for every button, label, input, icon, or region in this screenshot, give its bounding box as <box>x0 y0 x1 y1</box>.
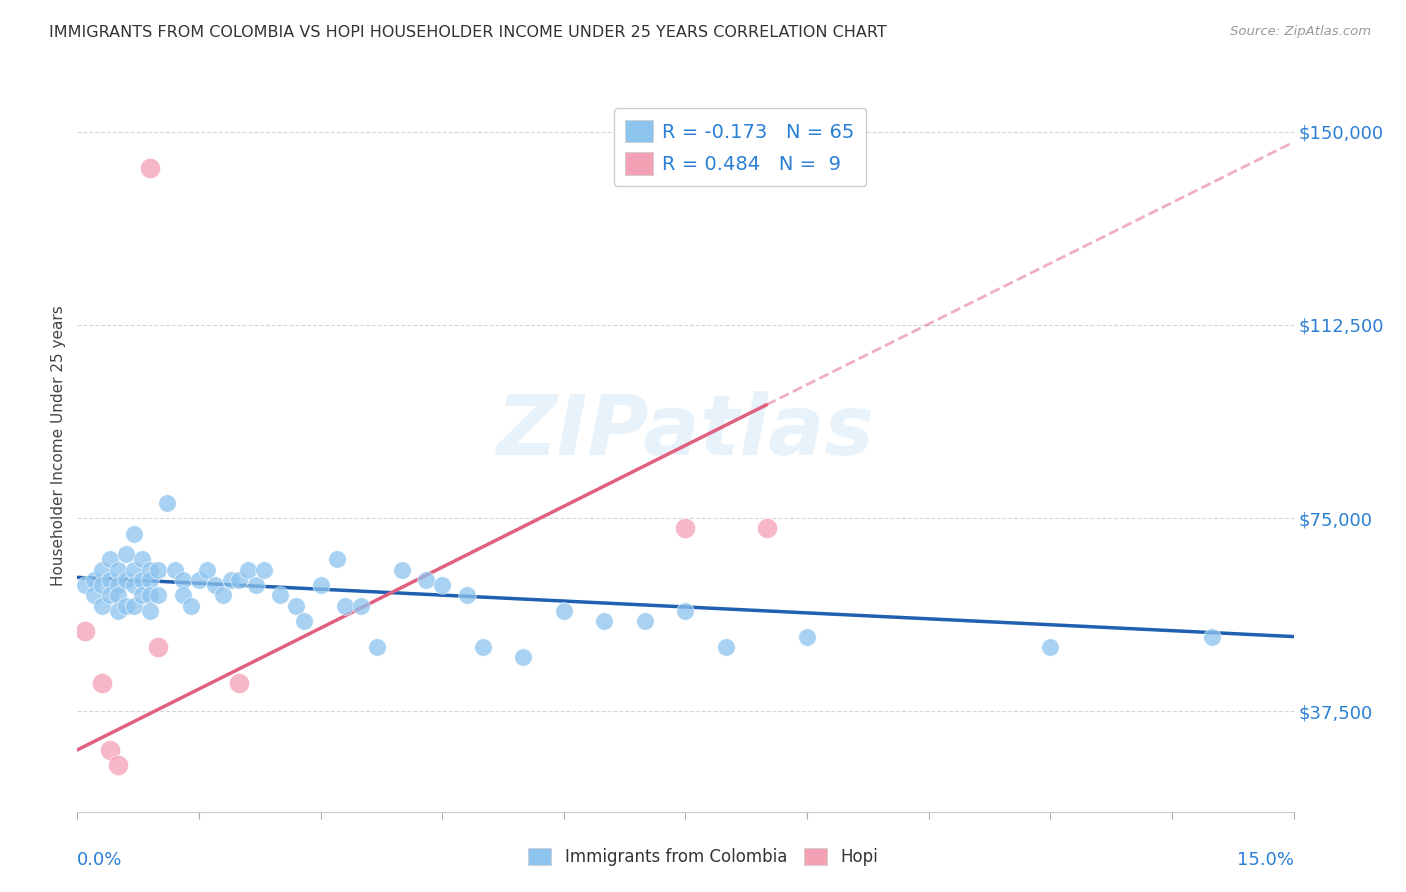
Point <box>122 578 145 592</box>
Point <box>107 563 129 577</box>
Point <box>139 563 162 577</box>
Text: Source: ZipAtlas.com: Source: ZipAtlas.com <box>1230 25 1371 38</box>
Point <box>131 588 153 602</box>
Point <box>163 563 186 577</box>
Point <box>415 573 437 587</box>
Point <box>228 676 250 690</box>
Point <box>253 563 276 577</box>
Point <box>139 604 162 618</box>
Point <box>115 573 138 587</box>
Point <box>83 588 105 602</box>
Point <box>172 573 194 587</box>
Point <box>139 573 162 587</box>
Point <box>212 588 235 602</box>
Point <box>98 588 121 602</box>
Point <box>90 578 112 592</box>
Legend: Immigrants from Colombia, Hopi: Immigrants from Colombia, Hopi <box>522 841 884 873</box>
Point <box>755 521 778 535</box>
Point <box>326 552 349 566</box>
Point <box>675 521 697 535</box>
Point <box>471 640 494 654</box>
Point <box>122 599 145 613</box>
Point <box>172 588 194 602</box>
Point <box>90 563 112 577</box>
Point <box>204 578 226 592</box>
Point <box>107 578 129 592</box>
Point <box>122 563 145 577</box>
Point <box>188 573 211 587</box>
Point <box>139 161 162 175</box>
Point <box>675 604 697 618</box>
Point <box>456 588 478 602</box>
Point <box>148 588 170 602</box>
Legend: R = -0.173   N = 65, R = 0.484   N =  9: R = -0.173 N = 65, R = 0.484 N = 9 <box>614 108 866 186</box>
Point <box>115 547 138 561</box>
Point <box>83 573 105 587</box>
Point <box>309 578 332 592</box>
Point <box>1201 630 1223 644</box>
Point <box>634 614 657 628</box>
Point <box>366 640 388 654</box>
Point <box>221 573 243 587</box>
Point <box>115 599 138 613</box>
Point <box>796 630 818 644</box>
Text: 15.0%: 15.0% <box>1236 851 1294 869</box>
Point <box>391 563 413 577</box>
Point <box>553 604 575 618</box>
Text: ZIPatlas: ZIPatlas <box>496 391 875 472</box>
Point <box>139 588 162 602</box>
Point <box>1039 640 1062 654</box>
Point <box>98 552 121 566</box>
Point <box>148 640 170 654</box>
Point <box>269 588 291 602</box>
Y-axis label: Householder Income Under 25 years: Householder Income Under 25 years <box>51 306 66 586</box>
Point <box>131 573 153 587</box>
Point <box>350 599 373 613</box>
Point <box>90 676 112 690</box>
Point <box>107 604 129 618</box>
Point <box>593 614 616 628</box>
Text: 0.0%: 0.0% <box>77 851 122 869</box>
Point <box>245 578 267 592</box>
Point <box>236 563 259 577</box>
Point <box>98 743 121 757</box>
Point <box>90 599 112 613</box>
Point <box>285 599 308 613</box>
Point <box>75 624 97 639</box>
Text: IMMIGRANTS FROM COLOMBIA VS HOPI HOUSEHOLDER INCOME UNDER 25 YEARS CORRELATION C: IMMIGRANTS FROM COLOMBIA VS HOPI HOUSEHO… <box>49 25 887 40</box>
Point <box>333 599 356 613</box>
Point <box>195 563 218 577</box>
Point <box>714 640 737 654</box>
Point <box>228 573 250 587</box>
Point <box>180 599 202 613</box>
Point <box>75 578 97 592</box>
Point <box>292 614 315 628</box>
Point <box>155 496 177 510</box>
Point <box>98 573 121 587</box>
Point <box>148 563 170 577</box>
Point <box>122 526 145 541</box>
Point <box>107 588 129 602</box>
Point <box>512 650 534 665</box>
Point <box>430 578 453 592</box>
Point <box>131 552 153 566</box>
Point <box>107 758 129 772</box>
